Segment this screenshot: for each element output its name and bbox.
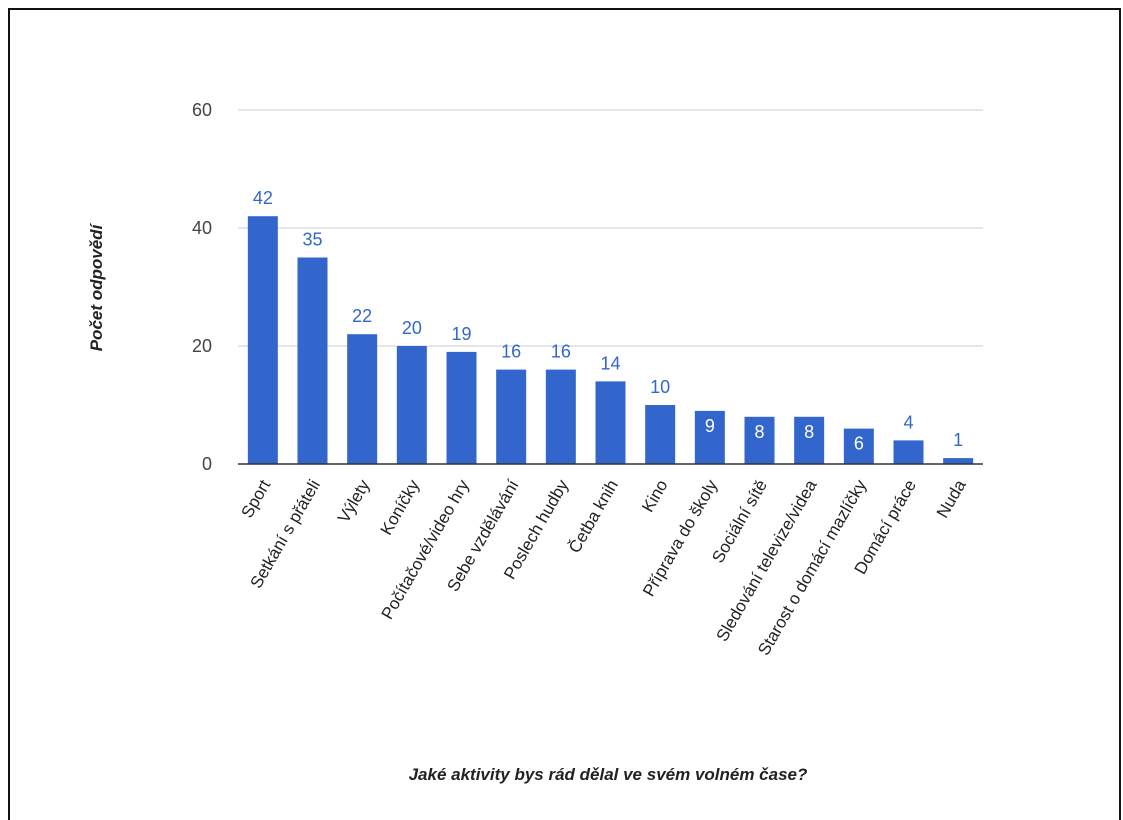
y-tick-label: 20: [192, 336, 212, 356]
x-axis-title: Jaké aktivity bys rád dělal ve svém voln…: [409, 765, 808, 784]
bar: [694, 410, 725, 464]
data-label: 22: [352, 306, 372, 326]
bar: [545, 369, 576, 464]
category-label: Sport: [238, 476, 275, 521]
data-label: 35: [302, 230, 322, 250]
data-label: 6: [854, 434, 864, 454]
bar: [347, 334, 378, 464]
data-label: 10: [650, 377, 670, 397]
data-label: 16: [501, 342, 521, 362]
bar: [645, 405, 676, 464]
bar: [843, 428, 874, 464]
category-label: Kino: [638, 477, 671, 516]
category-label: Nuda: [933, 476, 970, 521]
category-label: Počítačové/video hry: [378, 476, 474, 623]
data-label: 16: [551, 342, 571, 362]
y-axis-title: Počet odpovědí: [87, 222, 106, 351]
chart-frame: [8, 8, 1121, 820]
category-label: Koníčky: [377, 476, 424, 538]
bar: [247, 216, 278, 464]
data-label: 4: [903, 412, 913, 432]
data-label: 14: [600, 353, 620, 373]
data-label: 19: [451, 324, 471, 344]
y-tick-label: 60: [192, 100, 212, 120]
data-label: 42: [253, 188, 273, 208]
bar: [446, 351, 477, 464]
data-label: 8: [754, 422, 764, 442]
data-label: 9: [705, 416, 715, 436]
bars: [247, 216, 974, 464]
bar: [595, 381, 626, 464]
y-tick-label: 0: [202, 454, 212, 474]
category-label: Četba knih: [565, 477, 622, 557]
y-axis-ticks: 0 20 40 60: [192, 100, 212, 474]
data-label: 1: [953, 430, 963, 450]
bar: [893, 440, 924, 464]
bar: [744, 416, 775, 464]
data-labels: 42 35 22 20 19 16 16 14 10 9 8 8 6 4 1: [253, 188, 963, 453]
bar: [943, 458, 974, 464]
bar: [396, 346, 427, 464]
gridlines: [238, 109, 983, 347]
bar: [794, 416, 825, 464]
category-label: Výlety: [334, 476, 374, 526]
data-label: 8: [804, 422, 814, 442]
y-tick-label: 40: [192, 218, 212, 238]
bar: [297, 257, 328, 464]
data-label: 20: [402, 318, 422, 338]
bar: [496, 369, 527, 464]
